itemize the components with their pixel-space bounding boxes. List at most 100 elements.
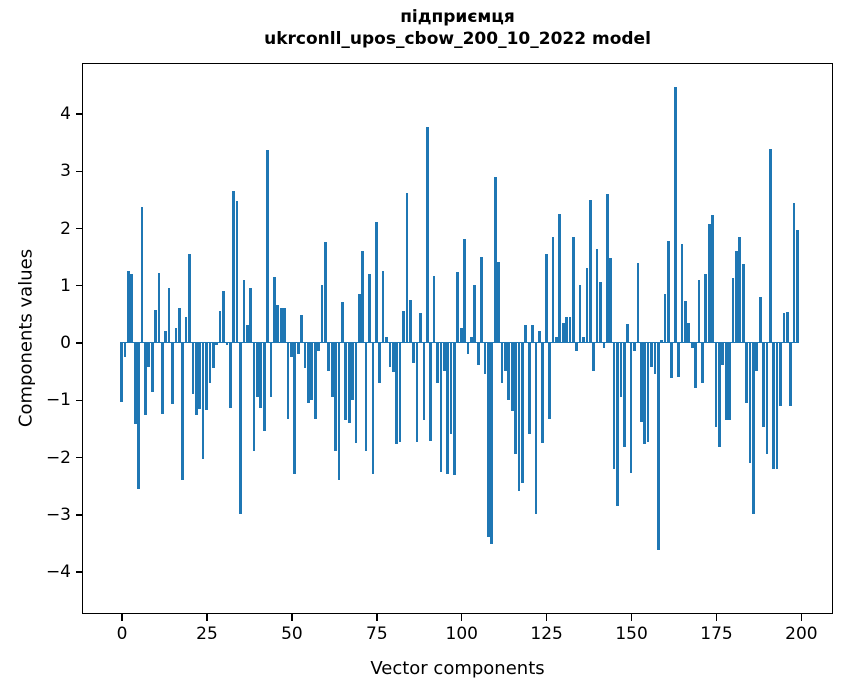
bar xyxy=(728,342,731,420)
x-tick-mark xyxy=(461,614,463,621)
x-tick-label: 175 xyxy=(700,624,733,644)
bar xyxy=(177,308,181,343)
bar xyxy=(147,342,151,367)
bar xyxy=(571,236,575,343)
bar xyxy=(653,342,657,374)
bar xyxy=(534,342,538,515)
bar xyxy=(551,236,555,343)
bar xyxy=(327,342,331,372)
bar xyxy=(490,342,494,544)
bar xyxy=(432,276,436,343)
bar xyxy=(181,342,185,481)
bar xyxy=(283,308,286,343)
x-tick-label: 0 xyxy=(116,624,128,644)
bar xyxy=(436,342,439,383)
bar xyxy=(381,270,385,343)
bar xyxy=(510,342,514,412)
bar xyxy=(636,262,640,343)
bar xyxy=(211,342,215,368)
x-tick-label: 25 xyxy=(196,624,218,644)
bar xyxy=(402,311,405,343)
bar xyxy=(690,342,694,349)
bar xyxy=(137,342,140,489)
bar xyxy=(449,342,453,435)
bar xyxy=(796,229,799,343)
bar xyxy=(656,342,660,551)
bar xyxy=(123,342,127,358)
bar xyxy=(167,287,171,343)
bar xyxy=(619,342,623,397)
y-tick-label: −4 xyxy=(45,562,71,583)
bar xyxy=(466,342,470,355)
bar xyxy=(174,328,178,343)
bar xyxy=(364,342,368,452)
bar xyxy=(650,342,653,367)
bar xyxy=(164,331,168,343)
bar xyxy=(599,282,602,343)
bar xyxy=(245,325,249,343)
bar xyxy=(602,342,606,349)
bar xyxy=(755,342,759,372)
bar xyxy=(568,316,572,343)
bar xyxy=(575,342,579,352)
bar xyxy=(500,342,504,383)
bar xyxy=(286,342,290,419)
x-tick-label: 75 xyxy=(366,624,388,644)
bar xyxy=(408,299,412,343)
x-tick-mark xyxy=(376,614,378,621)
bar xyxy=(558,213,562,343)
bar xyxy=(521,342,524,483)
bar xyxy=(782,312,786,343)
bar xyxy=(680,244,684,343)
bar xyxy=(313,342,317,419)
bar xyxy=(191,342,195,395)
bar xyxy=(388,342,392,368)
bar xyxy=(629,342,633,474)
bar xyxy=(670,342,674,379)
bar xyxy=(374,222,378,343)
y-tick-mark xyxy=(75,514,82,516)
bar xyxy=(735,250,738,343)
bar xyxy=(232,190,236,343)
bar xyxy=(442,342,446,372)
bar xyxy=(748,342,752,463)
bar xyxy=(721,342,725,366)
bar xyxy=(524,325,528,343)
bar xyxy=(198,342,202,410)
bar xyxy=(585,268,589,343)
bar xyxy=(252,342,256,452)
bar xyxy=(218,311,222,343)
bar xyxy=(144,342,147,415)
bar xyxy=(711,214,714,343)
bar xyxy=(439,342,443,473)
bar xyxy=(453,342,456,476)
x-tick-mark xyxy=(715,614,718,621)
y-tick-mark xyxy=(75,227,82,230)
bar xyxy=(385,336,388,343)
bar xyxy=(704,273,708,343)
bar xyxy=(697,279,701,343)
y-tick-mark xyxy=(75,571,82,573)
bar xyxy=(368,273,371,343)
bar xyxy=(371,342,375,475)
bar xyxy=(487,342,490,538)
bar xyxy=(772,342,776,469)
bar xyxy=(228,342,232,408)
bar xyxy=(351,342,354,400)
bar xyxy=(609,258,613,343)
bar xyxy=(626,324,630,343)
bar xyxy=(775,342,779,469)
bar xyxy=(731,278,735,343)
bar xyxy=(354,342,358,443)
x-tick-mark xyxy=(800,614,803,621)
bar xyxy=(548,342,551,420)
bar xyxy=(527,342,531,435)
bar xyxy=(660,339,663,343)
bar xyxy=(296,342,300,355)
bar xyxy=(215,342,219,346)
bar xyxy=(792,203,796,343)
baseline xyxy=(120,341,799,344)
bar xyxy=(290,342,293,358)
bar xyxy=(684,301,687,343)
